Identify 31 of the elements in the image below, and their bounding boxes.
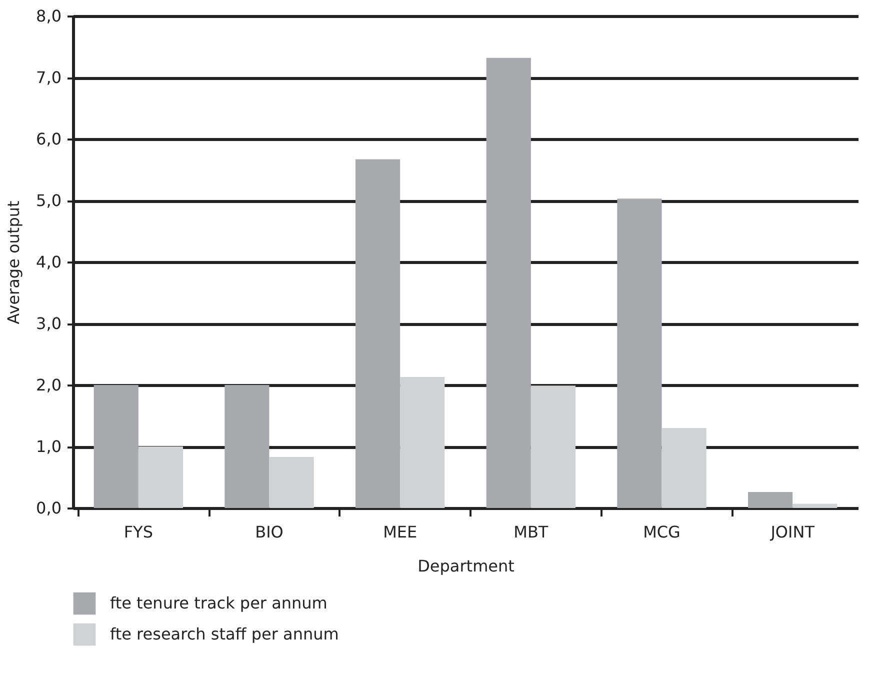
bar: [94, 385, 138, 508]
y-tick-label: 7,0: [36, 68, 62, 87]
bar: [748, 492, 793, 508]
x-axis-title: Department: [418, 556, 514, 576]
x-tick-label: JOINT: [770, 522, 815, 542]
bar: [486, 58, 531, 508]
x-tick-label: FYS: [124, 522, 153, 542]
bar: [530, 386, 576, 508]
legend-label: fte tenure track per annum: [110, 594, 328, 612]
bar: [400, 377, 445, 508]
x-tick-label: MEE: [383, 522, 418, 542]
bar: [138, 446, 183, 508]
y-tick-label: 1,0: [36, 437, 62, 456]
bar: [792, 504, 838, 508]
bar: [617, 198, 662, 508]
x-tick-label: BIO: [255, 522, 284, 542]
x-tick-label: MCG: [643, 522, 680, 542]
y-tick-label: 0,0: [36, 498, 62, 518]
y-tick-label: 3,0: [36, 314, 62, 333]
bar: [269, 456, 314, 508]
y-axis-title: Average output: [4, 200, 24, 324]
y-tick-label: 8,0: [36, 6, 62, 26]
legend-label: fte research staff per annum: [110, 624, 339, 644]
y-tick-label: 2,0: [36, 376, 62, 394]
y-tick-label: 4,0: [36, 252, 62, 272]
bar: [356, 159, 400, 508]
x-tick-label: MBT: [514, 522, 548, 542]
y-tick-label: 6,0: [36, 130, 62, 148]
bar: [224, 385, 270, 508]
y-tick-label: 5,0: [36, 191, 62, 210]
bar: [662, 428, 706, 508]
